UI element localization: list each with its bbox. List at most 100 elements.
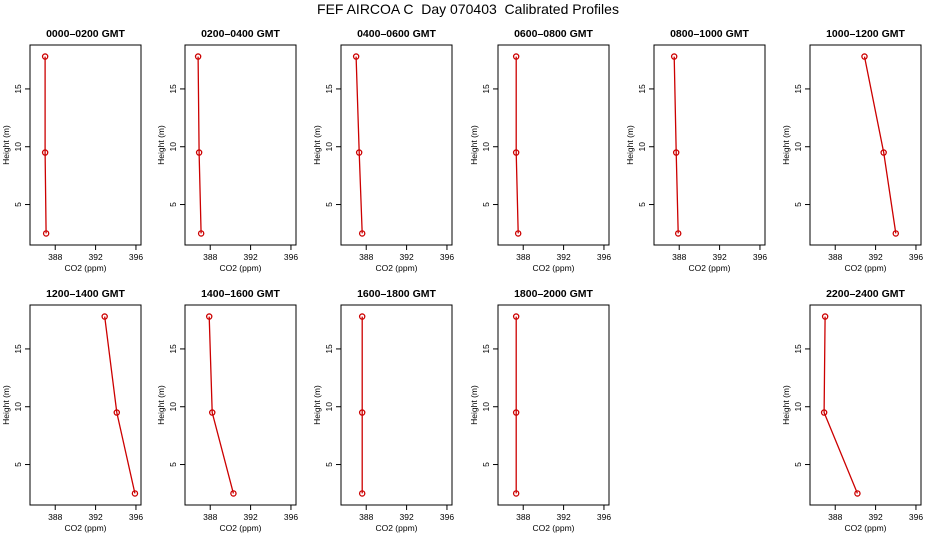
y-tick-label: 15	[324, 344, 334, 354]
x-tick-label: 392	[243, 512, 257, 522]
data-point	[358, 490, 366, 497]
y-tick-label: 5	[168, 202, 178, 207]
x-tick-label: 388	[516, 252, 530, 262]
data-point	[512, 490, 520, 497]
data-point	[42, 230, 50, 237]
data-point	[892, 230, 900, 237]
x-tick-label: 392	[556, 512, 570, 522]
data-point	[41, 149, 49, 156]
profile-line	[104, 316, 136, 494]
y-axis-label: Height (m)	[312, 125, 322, 165]
x-tick-label: 392	[243, 252, 257, 262]
x-tick-label: 396	[129, 512, 143, 522]
plot-panel: 0800–1000 GMT 388 392 396 5 10 15 CO2 (ppm) Heig…	[625, 28, 767, 273]
panel-title: 1600–1800 GMT	[357, 288, 436, 300]
data-point	[355, 149, 363, 156]
x-axis-label: CO2 (ppm)	[844, 263, 886, 273]
y-tick-label: 10	[324, 142, 334, 152]
plot-frame	[184, 44, 297, 246]
x-tick-label: 396	[284, 512, 298, 522]
data-point	[512, 149, 520, 156]
y-tick-label: 5	[324, 202, 334, 207]
x-axis-label: CO2 (ppm)	[844, 523, 886, 533]
y-tick-label: 10	[793, 142, 803, 152]
figure-title: FEF AIRCOA C Day 070403 Calibrated Profi…	[317, 1, 619, 17]
y-axis-label: Height (m)	[312, 385, 322, 425]
x-axis-label: CO2 (ppm)	[64, 523, 106, 533]
x-axis-label: CO2 (ppm)	[688, 263, 730, 273]
panel-title: 0000–0200 GMT	[46, 28, 125, 40]
data-point	[358, 230, 366, 237]
y-tick-label: 5	[168, 462, 178, 467]
x-tick-label: 388	[48, 252, 62, 262]
plot-frame	[340, 304, 453, 506]
plot-frame	[653, 44, 766, 246]
y-tick-label: 5	[324, 462, 334, 467]
panel-title: 1400–1600 GMT	[201, 288, 280, 300]
plot-panel: 0600–0800 GMT 388 392 396 5 10 15 CO2 (ppm) Heig…	[469, 28, 611, 273]
y-tick-label: 10	[13, 142, 23, 152]
data-point	[512, 313, 520, 320]
data-point	[208, 409, 216, 416]
y-tick-label: 10	[481, 402, 491, 412]
x-axis-label: CO2 (ppm)	[219, 523, 261, 533]
panel-title: 1800–2000 GMT	[514, 288, 593, 300]
x-tick-label: 392	[88, 252, 102, 262]
y-tick-label: 15	[168, 344, 178, 354]
y-axis-label: Height (m)	[469, 385, 479, 425]
data-point	[512, 53, 520, 60]
y-tick-label: 15	[324, 84, 334, 94]
x-tick-label: 396	[909, 252, 923, 262]
x-tick-label: 396	[753, 252, 767, 262]
profile-line	[863, 56, 897, 234]
x-tick-label: 396	[909, 512, 923, 522]
plot-frame	[29, 304, 142, 506]
y-tick-label: 10	[637, 142, 647, 152]
data-point	[674, 230, 682, 237]
data-point	[205, 313, 213, 320]
profile-line	[208, 316, 235, 494]
data-point	[41, 53, 49, 60]
x-tick-label: 392	[712, 252, 726, 262]
plot-panel: 0200–0400 GMT 388 392 396 5 10 15 CO2 (ppm) Heig…	[156, 28, 298, 273]
y-tick-label: 5	[481, 202, 491, 207]
plot-frame	[809, 44, 922, 246]
x-tick-label: 396	[284, 252, 298, 262]
data-point	[672, 149, 680, 156]
plot-panel: 1200–1400 GMT 388 392 396 5 10 15 CO2 (ppm) Heig…	[1, 288, 143, 533]
x-tick-label: 396	[597, 512, 611, 522]
x-tick-label: 392	[868, 512, 882, 522]
y-axis-label: Height (m)	[781, 125, 791, 165]
y-tick-label: 15	[481, 344, 491, 354]
y-tick-label: 5	[793, 202, 803, 207]
y-tick-label: 15	[13, 84, 23, 94]
panel-title: 0600–0800 GMT	[514, 28, 593, 40]
data-point	[861, 53, 868, 60]
profile-line	[197, 56, 202, 234]
plot-frame	[340, 44, 453, 246]
plot-panel: 1000–1200 GMT 388 392 396 5 10 15 CO2 (ppm) Heig…	[781, 28, 923, 273]
x-tick-label: 388	[203, 512, 217, 522]
plot-panel: 0400–0600 GMT 388 392 396 5 10 15 CO2 (ppm) Heig…	[312, 28, 454, 273]
y-axis-label: Height (m)	[625, 125, 635, 165]
y-tick-label: 10	[481, 142, 491, 152]
y-tick-label: 15	[637, 84, 647, 94]
panel-title: 0200–0400 GMT	[201, 28, 280, 40]
y-tick-label: 15	[793, 344, 803, 354]
y-tick-label: 10	[168, 402, 178, 412]
x-tick-label: 396	[597, 252, 611, 262]
data-point	[197, 230, 205, 237]
x-tick-label: 388	[828, 252, 842, 262]
x-tick-label: 392	[399, 252, 413, 262]
plot-frame	[497, 44, 610, 246]
x-axis-label: CO2 (ppm)	[64, 263, 106, 273]
y-tick-label: 10	[324, 402, 334, 412]
x-axis-label: CO2 (ppm)	[219, 263, 261, 273]
x-tick-label: 396	[440, 512, 454, 522]
x-tick-label: 396	[440, 252, 454, 262]
y-tick-label: 15	[13, 344, 23, 354]
y-axis-label: Height (m)	[469, 125, 479, 165]
panel-title: 1200–1400 GMT	[46, 288, 125, 300]
x-tick-label: 392	[88, 512, 102, 522]
